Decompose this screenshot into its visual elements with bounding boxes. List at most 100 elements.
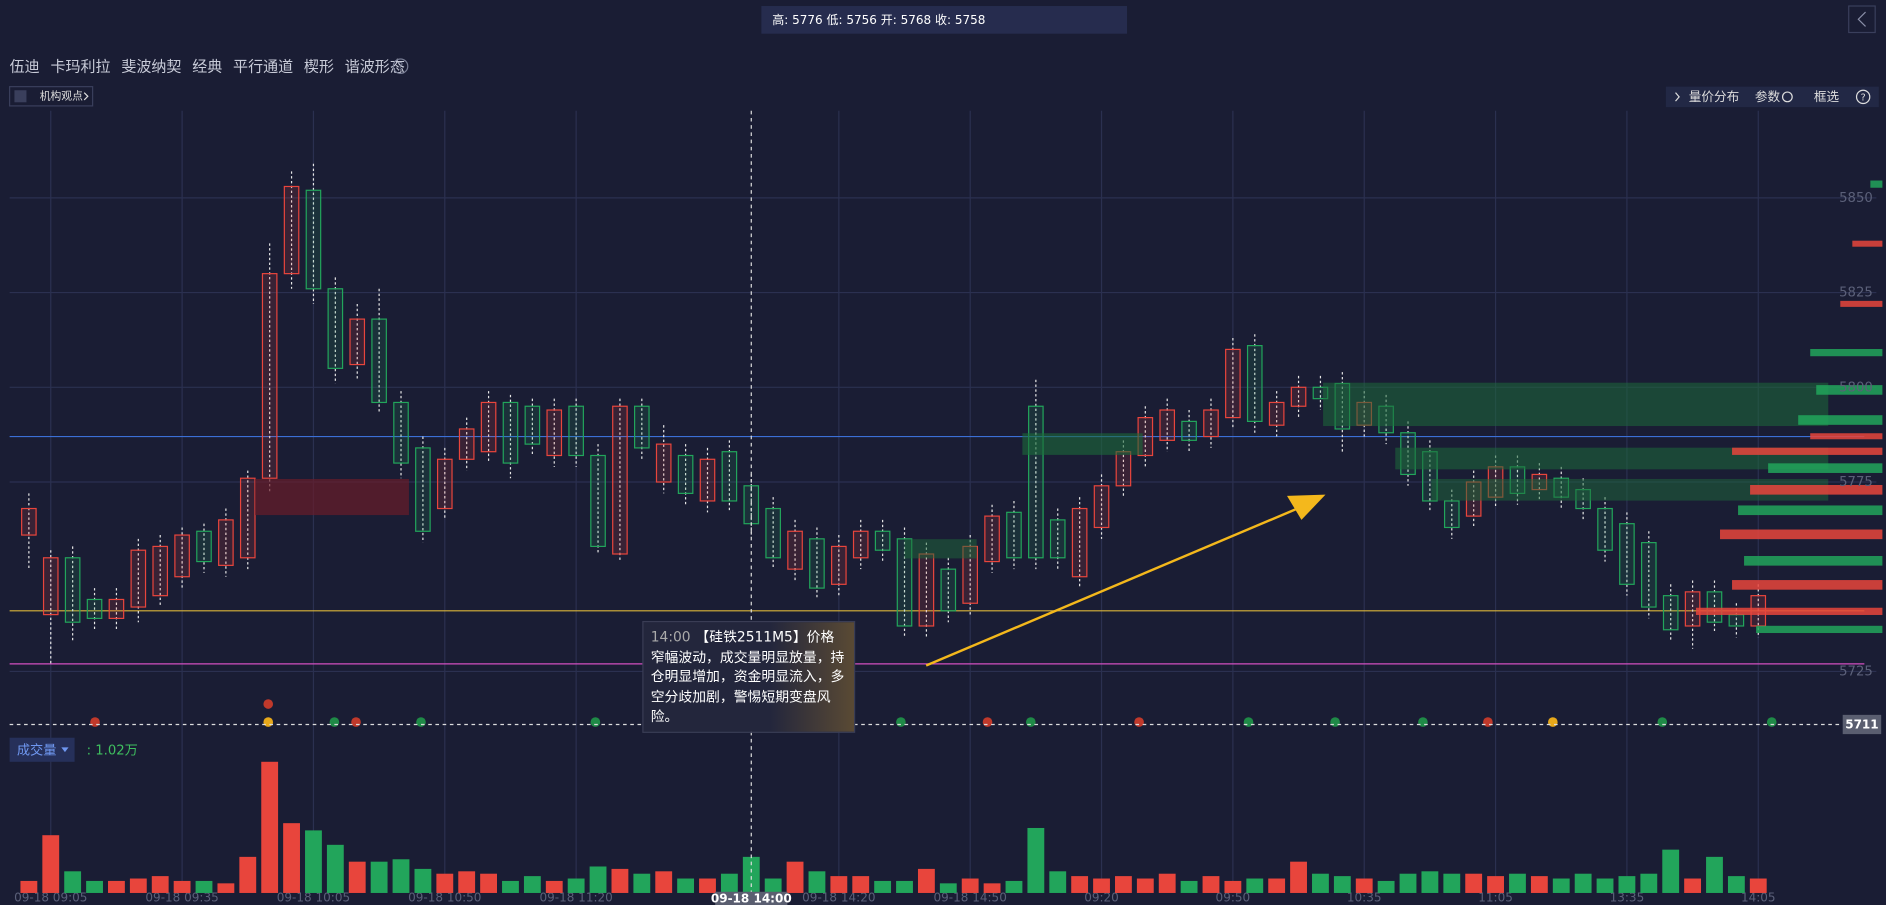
right-button[interactable]: 参数 (1755, 89, 1781, 104)
tool-button[interactable]: 经典 (192, 57, 222, 75)
volume-bar (305, 830, 322, 893)
profile-bar (1870, 180, 1883, 188)
volume-bar (1158, 873, 1176, 893)
candle-body (1246, 345, 1263, 422)
profile-bar (1695, 607, 1883, 615)
volume-bar (1618, 876, 1636, 893)
signal-dot (263, 717, 274, 727)
volume-bar (108, 880, 125, 893)
candle-body (1071, 507, 1088, 578)
candle (918, 542, 935, 638)
volume-bar (326, 844, 344, 893)
help-icon[interactable] (1855, 89, 1871, 105)
candle-body (1290, 386, 1307, 407)
toolbar-arrow (1675, 92, 1680, 102)
candle-body (940, 568, 957, 612)
volume-readout: : 1.02万 (87, 743, 138, 758)
candle-body (1268, 401, 1285, 426)
profile-bar (1756, 625, 1883, 634)
tool-button[interactable]: 卡玛利拉 (50, 57, 110, 75)
volume-bar (1136, 878, 1154, 893)
candle-body (1115, 451, 1132, 487)
candle (1028, 379, 1044, 570)
candle-body (1225, 348, 1241, 419)
volume-bar (808, 871, 826, 893)
tool-button[interactable]: 楔形 (304, 57, 334, 75)
volume-bar (217, 883, 235, 893)
candle-body (1443, 500, 1460, 529)
tool-button[interactable]: 平行通道 (233, 57, 293, 75)
volume-bar (1312, 873, 1329, 893)
zone (254, 478, 409, 516)
candle (1640, 531, 1657, 619)
volume-bar (1749, 878, 1767, 893)
candle-body (305, 189, 322, 290)
volume-bar (1115, 876, 1132, 893)
volume-bar (1530, 876, 1548, 893)
volume-bar (523, 876, 541, 893)
volume-bar (742, 856, 760, 893)
signal-dot (263, 699, 274, 709)
profile-bar (1750, 484, 1883, 495)
tool-button[interactable]: 谐波形态 (345, 57, 405, 75)
volume-title: 成交量 (17, 741, 57, 758)
candle-body (42, 557, 59, 616)
candle-body (765, 507, 781, 559)
plot (9, 110, 1877, 893)
profile-bar (1720, 529, 1883, 540)
candle-body (239, 477, 256, 559)
signal-dot (1548, 717, 1558, 727)
profile-bar (1738, 505, 1883, 516)
crosshair-price-box (1842, 714, 1882, 735)
help-text: ? (1861, 92, 1866, 103)
volume-bar (42, 835, 60, 893)
tool-button[interactable]: 斐波纳契 (121, 57, 181, 75)
volume-bar (1049, 871, 1067, 893)
tool-button[interactable]: 伍迪 (10, 57, 40, 75)
candle-body (1640, 542, 1657, 608)
candle (86, 588, 103, 630)
signal-dot (1657, 717, 1668, 727)
volume-profile (1695, 180, 1883, 634)
candle (568, 398, 584, 467)
signal-dot (590, 717, 601, 727)
candle (1597, 497, 1613, 562)
volume-bar (1027, 827, 1045, 893)
x-tick-label: 13:35 (1610, 890, 1645, 904)
volume-bar (64, 871, 82, 893)
volume-bar (939, 883, 957, 893)
volume-bar (874, 880, 892, 893)
view-label: 机构观点 (40, 88, 83, 102)
signal-dot (1330, 717, 1340, 727)
candle (743, 474, 760, 536)
signal-dot (1025, 717, 1036, 727)
help-icon[interactable] (392, 58, 409, 75)
volume-bar (1202, 876, 1220, 893)
candle-body (1049, 519, 1066, 559)
right-button[interactable]: 框选 (1814, 89, 1840, 104)
view-button[interactable] (9, 86, 94, 107)
candle (1225, 338, 1241, 429)
zone (1323, 382, 1829, 427)
x-tick-label: 09-18 14:20 (802, 890, 875, 904)
profile-bar (1810, 433, 1883, 440)
profile-bar (1732, 580, 1883, 590)
volume-bar (1727, 876, 1745, 893)
candle-body (874, 530, 891, 551)
volume-bar (1662, 849, 1680, 893)
x-tick-label: 09-18 09:05 (14, 890, 87, 904)
candle (765, 497, 781, 570)
right-button[interactable]: 量价分布 (1689, 89, 1739, 104)
candle (349, 303, 366, 380)
volume-bar (392, 859, 410, 893)
profile-bar (1810, 349, 1883, 357)
candle-body (1028, 405, 1044, 559)
volume-bar (502, 880, 519, 893)
candle (1181, 410, 1197, 452)
collapse-button[interactable] (1848, 5, 1876, 34)
volume-bar (480, 873, 498, 893)
candle-body (918, 553, 935, 627)
signal-dot (351, 717, 361, 727)
candle (809, 527, 825, 600)
